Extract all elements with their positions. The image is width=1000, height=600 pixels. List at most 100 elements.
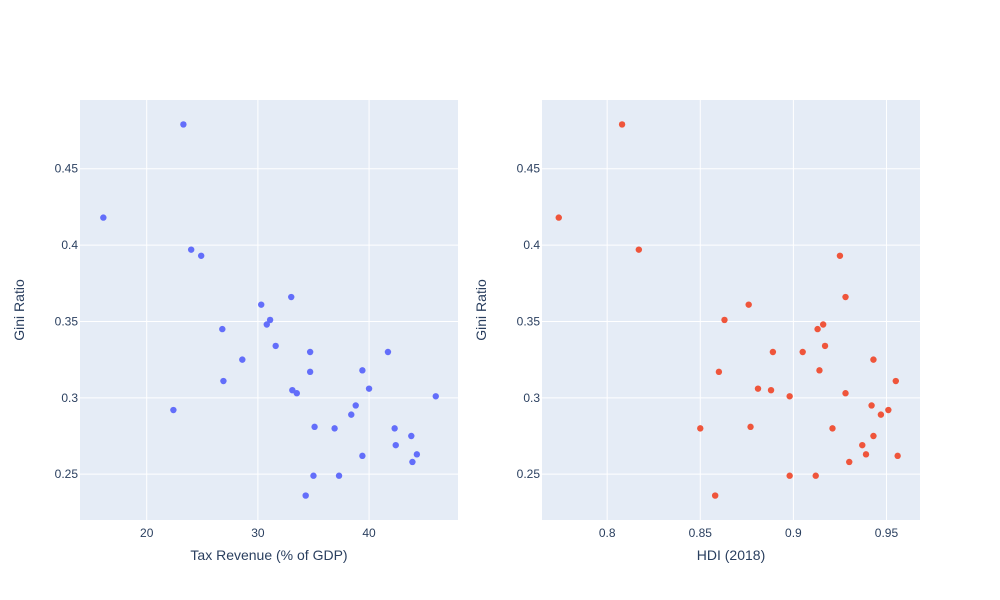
data-point[interactable]: (35.1, 0.281) xyxy=(311,423,318,431)
x-tick-label: 0.8 xyxy=(599,526,616,540)
y-tick-label: 0.35 xyxy=(55,314,79,328)
data-point[interactable]: (0.93, 0.258) xyxy=(846,458,853,466)
data-point[interactable]: (35, 0.249) xyxy=(310,472,317,479)
plot-area-left[interactable] xyxy=(80,100,458,520)
plot-area-right[interactable] xyxy=(542,100,920,520)
data-point[interactable]: (30.3, 0.361) xyxy=(258,301,265,308)
data-point[interactable]: (43.9, 0.258) xyxy=(409,458,416,466)
data-point[interactable]: (22.4, 0.292) xyxy=(170,406,177,414)
y-tick-label: 0.4 xyxy=(61,238,78,252)
x-tick-labels-right: 0.8 0.85 0.9 0.95 xyxy=(599,526,899,540)
data-point[interactable]: (0.774, 0.418) xyxy=(555,214,562,221)
data-point[interactable]: (0.858, 0.236) xyxy=(711,492,719,499)
y-tick-label: 0.45 xyxy=(517,162,541,176)
data-point[interactable]: (42.4, 0.269) xyxy=(392,441,399,449)
data-point[interactable]: (0.942, 0.295) xyxy=(868,402,875,409)
data-point[interactable]: (36.9, 0.28) xyxy=(331,425,338,432)
data-point[interactable]: (0.939, 0.263) xyxy=(862,451,870,458)
x-tick-label: 0.85 xyxy=(689,526,713,540)
y-axis-title-right: Gini Ratio xyxy=(473,279,489,341)
data-point[interactable]: (31.1, 0.351) xyxy=(266,316,274,324)
x-tick-label: 0.95 xyxy=(875,526,899,540)
data-point[interactable]: (0.956, 0.262) xyxy=(894,452,901,460)
points-right: (0.774, 0.418) (0.808, 0.479) (0.817, 0.39… xyxy=(555,121,901,499)
data-point[interactable]: (0.951, 0.292) xyxy=(885,406,892,414)
data-point[interactable]: (0.86, 0.317) xyxy=(715,368,723,376)
data-point[interactable]: (34.7, 0.317) xyxy=(306,368,314,376)
data-point[interactable]: (0.905, 0.33) xyxy=(799,348,806,356)
data-point[interactable]: (34.3, 0.236) xyxy=(302,492,309,499)
data-point[interactable]: (0.943, 0.275) xyxy=(870,432,877,440)
data-point[interactable]: (24.9, 0.393) xyxy=(197,252,205,259)
y-tick-label: 0.45 xyxy=(55,162,79,176)
data-point[interactable]: (39.4, 0.262) xyxy=(359,452,366,460)
data-point[interactable]: (38.4, 0.289) xyxy=(348,411,355,418)
subplot-hdi: (0.774, 0.418) (0.808, 0.479) (0.817, 0.39… xyxy=(473,100,920,563)
data-point[interactable]: (0.955, 0.311) xyxy=(892,377,899,385)
data-point[interactable]: (0.947, 0.289) xyxy=(877,411,885,418)
points-left: (16.1, 0.418) (23.3, 0.479) (24, 0.397)(24… xyxy=(100,121,439,499)
y-tick-label: 0.3 xyxy=(523,391,540,405)
data-point[interactable]: (38.8, 0.295) xyxy=(352,402,359,409)
data-point[interactable]: (42.3, 0.28) xyxy=(391,425,398,432)
x-tick-label: 40 xyxy=(362,526,376,540)
data-point[interactable]: (0.937, 0.269) xyxy=(859,441,866,449)
data-point[interactable]: (46, 0.301) xyxy=(432,393,439,400)
data-point[interactable]: (24, 0.397) xyxy=(187,246,195,253)
data-point[interactable]: (26.9, 0.311) xyxy=(220,377,227,385)
y-tick-label: 0.3 xyxy=(61,391,78,405)
subplot-tax-revenue: (16.1, 0.418) (23.3, 0.479) (24, 0.397)(24… xyxy=(11,100,458,563)
data-point[interactable]: (31.6, 0.334) xyxy=(272,342,279,350)
data-point[interactable]: (16.1, 0.418) xyxy=(100,214,107,221)
data-point[interactable]: (0.817, 0.397) xyxy=(635,246,643,253)
data-point[interactable]: (0.912, 0.249) xyxy=(812,472,819,479)
data-point[interactable]: (26.8, 0.345) xyxy=(219,325,226,333)
y-tick-label: 0.25 xyxy=(517,467,541,481)
data-point[interactable]: (39.4, 0.318) xyxy=(359,367,366,374)
data-point[interactable]: (30.8, 0.348) xyxy=(263,321,270,328)
data-point[interactable]: (33, 0.366) xyxy=(288,293,295,301)
data-point[interactable]: (44.3, 0.263) xyxy=(413,451,421,458)
data-point[interactable]: (34.7, 0.33) xyxy=(306,348,314,356)
data-point[interactable]: (41.7, 0.33) xyxy=(384,348,392,356)
data-point[interactable]: (0.916, 0.348) xyxy=(819,321,827,328)
x-axis-title-left: Tax Revenue (% of GDP) xyxy=(190,547,347,563)
y-tick-label: 0.35 xyxy=(517,314,541,328)
data-point[interactable]: (23.3, 0.479) xyxy=(180,121,187,128)
data-point[interactable]: (40, 0.306) xyxy=(365,385,373,392)
data-point[interactable]: (0.913, 0.345) xyxy=(814,325,821,333)
data-point[interactable]: (0.914, 0.318) xyxy=(816,367,823,374)
data-point[interactable]: (0.917, 0.334) xyxy=(821,342,829,350)
data-point[interactable]: (0.921, 0.28) xyxy=(829,425,836,432)
data-point[interactable]: (0.863, 0.351) xyxy=(721,316,728,324)
data-point[interactable]: (0.808, 0.479) xyxy=(618,121,626,128)
x-tick-label: 20 xyxy=(140,526,154,540)
y-tick-label: 0.25 xyxy=(55,467,79,481)
data-point[interactable]: (0.85, 0.28) xyxy=(697,425,704,432)
y-tick-labels-right: 0.25 0.3 0.35 0.4 0.45 xyxy=(517,162,541,481)
x-axis-title-right: HDI (2018) xyxy=(697,547,765,563)
data-point[interactable]: (37.3, 0.249) xyxy=(335,472,343,479)
data-point[interactable]: (0.925, 0.393) xyxy=(836,252,844,259)
data-point[interactable]: (0.877, 0.281) xyxy=(747,423,754,431)
data-point[interactable]: (0.898, 0.301) xyxy=(786,393,793,400)
x-tick-label: 30 xyxy=(251,526,265,540)
data-point[interactable]: (0.928, 0.303) xyxy=(842,390,849,397)
data-point[interactable]: (0.881, 0.306) xyxy=(754,385,762,392)
data-point[interactable]: (0.876, 0.361) xyxy=(745,301,752,308)
data-point[interactable]: (0.943, 0.325) xyxy=(870,356,877,363)
data-point[interactable]: (0.928, 0.366) xyxy=(842,293,849,301)
data-point[interactable]: (28.6, 0.325) xyxy=(239,356,246,363)
y-tick-label: 0.4 xyxy=(523,238,540,252)
x-tick-label: 0.9 xyxy=(785,526,802,540)
data-point[interactable]: (0.888, 0.305) xyxy=(767,386,775,394)
y-tick-labels-left: 0.25 0.3 0.35 0.4 0.45 xyxy=(55,162,79,481)
gridlines-right xyxy=(542,100,920,520)
x-tick-labels-left: 20 30 40 xyxy=(140,526,376,540)
data-point[interactable]: (43.8, 0.275) xyxy=(408,432,415,440)
y-axis-title-left: Gini Ratio xyxy=(11,279,27,341)
data-point[interactable]: (0.889, 0.33) xyxy=(769,348,777,356)
data-point[interactable]: (0.898, 0.249) xyxy=(786,472,793,479)
data-point[interactable]: (33.5, 0.303) xyxy=(293,390,300,397)
